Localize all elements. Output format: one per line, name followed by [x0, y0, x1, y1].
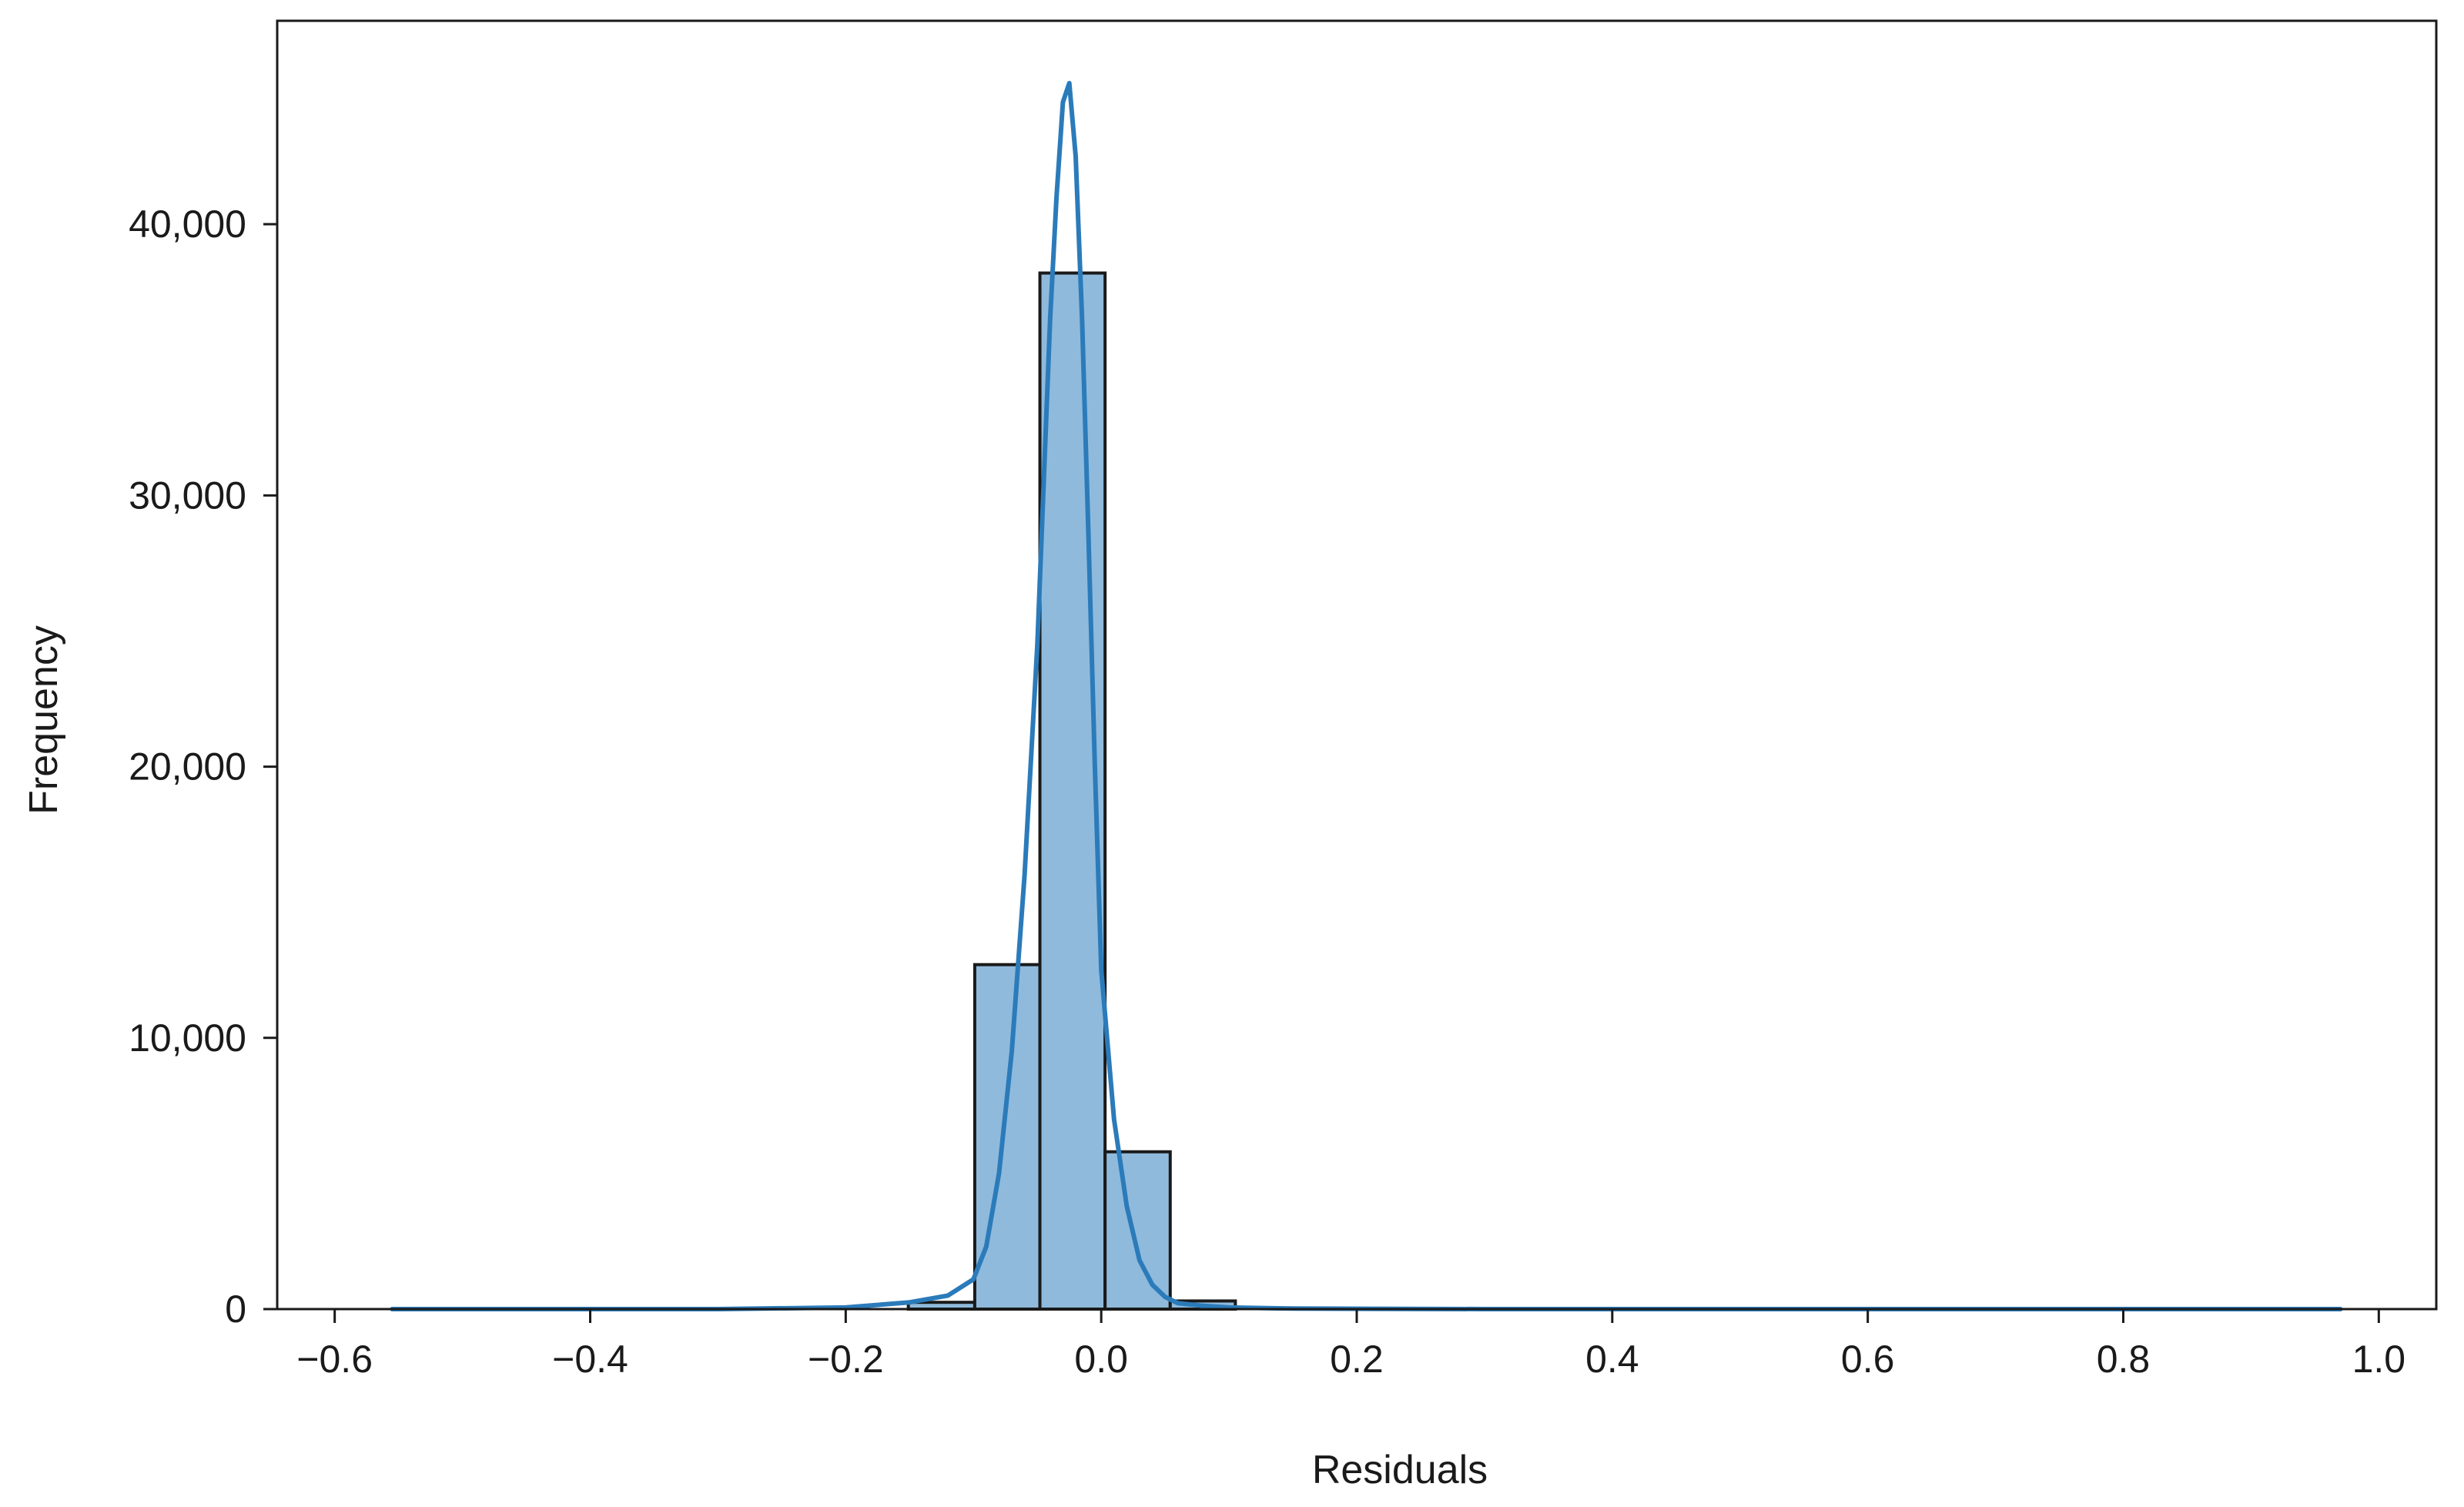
kde-line — [390, 81, 2343, 1311]
histogram-bar-1 — [973, 963, 1042, 1311]
y-tick-label: 10,000 — [129, 1016, 246, 1060]
x-tick-label: −0.4 — [552, 1338, 628, 1381]
plot-frame — [276, 19, 2438, 1311]
histogram-bar-3 — [1103, 1150, 1172, 1311]
x-tick-label: 1.0 — [2352, 1338, 2406, 1381]
y-tick-label: 0 — [225, 1288, 246, 1331]
x-tick-label: 0.2 — [1330, 1338, 1384, 1381]
x-tick-label: 0.0 — [1074, 1338, 1128, 1381]
x-axis-title: Residuals — [1312, 1448, 1488, 1492]
y-tick-label: 30,000 — [129, 474, 246, 517]
bars-layer — [906, 271, 1237, 1311]
x-tick-label: −0.2 — [808, 1338, 884, 1381]
y-axis: 0 10,000 20,000 30,000 40,000 — [129, 203, 277, 1331]
y-axis-title: Frequency — [22, 625, 66, 815]
y-tick-label: 20,000 — [129, 745, 246, 789]
x-tick-label: −0.6 — [296, 1338, 373, 1381]
x-axis: −0.6 −0.4 −0.2 0.0 0.2 0.4 0.6 0.8 1.0 — [296, 1309, 2405, 1381]
y-tick-label: 40,000 — [129, 203, 246, 246]
kde-layer — [390, 81, 2343, 1311]
x-tick-label: 0.4 — [1585, 1338, 1639, 1381]
x-tick-label: 0.8 — [2097, 1338, 2151, 1381]
x-tick-label: 0.6 — [1841, 1338, 1895, 1381]
